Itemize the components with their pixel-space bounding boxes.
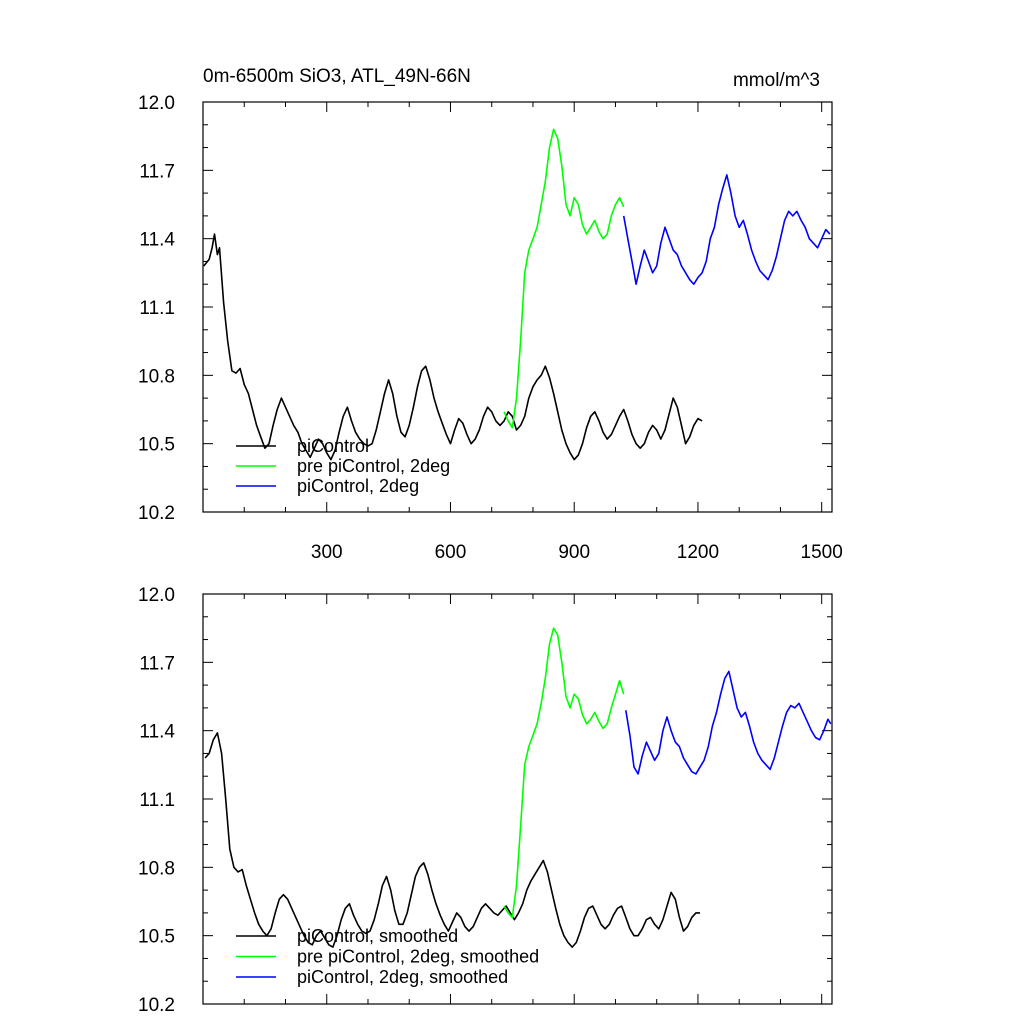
x-tick-label: 300	[311, 542, 343, 563]
legend-label: piControl	[297, 436, 369, 456]
y-tick-label: 10.2	[138, 995, 175, 1016]
legend-label: piControl, smoothed	[297, 926, 458, 946]
y-tick-label: 10.5	[138, 927, 175, 948]
y-tick-label: 10.8	[138, 366, 175, 387]
x-tick-label: 1500	[801, 542, 843, 563]
series-line-2	[503, 128, 625, 429]
series-line-3	[622, 174, 831, 285]
y-tick-label: 11.4	[139, 722, 175, 743]
legend-label: pre piControl, 2deg	[297, 456, 450, 476]
y-tick-label: 10.8	[138, 858, 175, 879]
y-tick-label: 10.2	[138, 503, 175, 524]
y-tick-label: 11.1	[139, 790, 175, 811]
legend-label: pre piControl, 2deg, smoothed	[297, 947, 539, 967]
y-tick-label: 11.4	[139, 230, 175, 251]
legend-label: piControl, 2deg, smoothed	[297, 967, 508, 987]
units-label: mmol/m^3	[732, 70, 820, 91]
legend-label: piControl, 2deg	[297, 476, 419, 496]
y-tick-label: 11.7	[139, 653, 175, 674]
series-line-1	[203, 233, 703, 461]
x-tick-label: 900	[558, 542, 590, 563]
x-tick-label: 600	[435, 542, 467, 563]
chart-title: 0m-6500m SiO3, ATL_49N-66N	[203, 66, 471, 87]
y-tick-label: 11.7	[139, 161, 175, 182]
series-line-3	[625, 670, 832, 775]
bottom-panel: 10.2 10.5 10.8 11.1 11.4 11.7 12.0 piControl, s…	[138, 585, 833, 1016]
y-tick-label: 10.5	[138, 435, 175, 456]
y-tick-label: 11.1	[139, 298, 175, 319]
series-line-2	[503, 627, 625, 919]
x-tick-label: 1200	[677, 542, 719, 563]
y-tick-label: 12.0	[138, 93, 175, 114]
top-panel: 10.2 10.5 10.8 11.1 11.4 11.7 12.0 300 600 900 120…	[138, 93, 843, 563]
series-line-1	[204, 732, 700, 948]
y-tick-label: 12.0	[138, 585, 175, 606]
